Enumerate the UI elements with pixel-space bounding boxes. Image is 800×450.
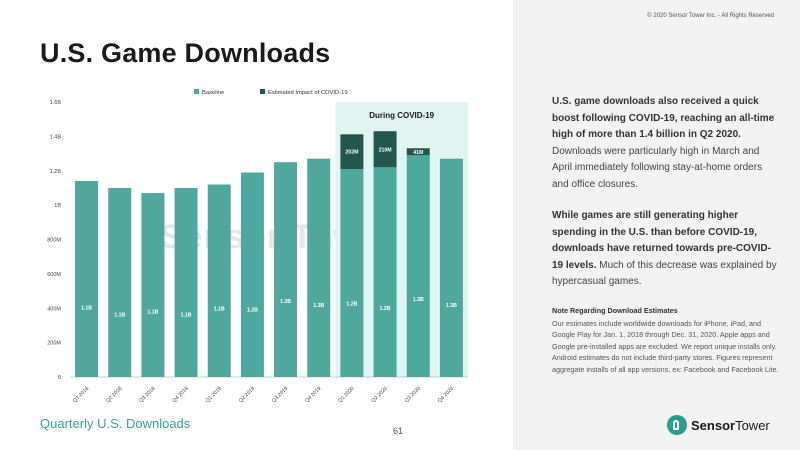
x-tick-label: Q2 2019 — [238, 386, 256, 404]
bar-covid-impact-label: 210M — [379, 147, 392, 153]
bar-covid-impact — [340, 134, 364, 170]
legend-label: Baseline — [202, 90, 224, 96]
y-tick-label: 400M — [47, 306, 61, 312]
x-tick-label: Q3 2018 — [138, 386, 156, 404]
bar-baseline — [207, 184, 231, 377]
bar-baseline-label: 1.2B — [346, 301, 357, 307]
y-tick-label: 0 — [58, 375, 61, 381]
x-tick-label: Q2 2020 — [370, 386, 388, 404]
x-tick-label: Q1 2019 — [205, 386, 223, 404]
bar-baseline-label: 1.1B — [214, 306, 225, 312]
bar-baseline — [75, 181, 99, 377]
commentary-panel — [513, 0, 800, 450]
bar-baseline-label: 1.3B — [313, 303, 324, 309]
bar-baseline — [274, 162, 298, 377]
downloads-chart: During COVID-19 0 200M 400M 600M 800M 1B 1.2B 1.… — [47, 89, 468, 404]
bar-covid-impact-label: 202M — [345, 150, 358, 156]
x-tick-label: Q2 2018 — [105, 386, 123, 404]
x-tick-label: Q4 2019 — [304, 386, 322, 404]
paragraph-2: While games are still generating higher … — [552, 208, 780, 291]
x-tick-label: Q1 2018 — [72, 386, 90, 404]
y-tick-label: 600M — [47, 272, 61, 278]
legend-swatch — [260, 89, 265, 94]
bar-covid-impact-label: 41M — [413, 150, 423, 156]
bar-baseline — [141, 193, 165, 377]
y-tick-label: 1.2B — [50, 169, 62, 175]
legend-label: Estimated Impact of COVID-19 — [268, 90, 348, 96]
y-tick-label: 1B — [54, 203, 61, 209]
covid-highlight-label: During COVID-19 — [369, 111, 434, 120]
bar-baseline-label: 1.1B — [81, 305, 92, 311]
bar-baseline — [406, 155, 430, 377]
legend-swatch — [194, 89, 199, 94]
sensor-tower-logo: SensorTower — [667, 413, 770, 437]
bar-baseline-label: 1.3B — [413, 297, 424, 303]
bar-baseline — [373, 167, 397, 377]
y-tick-label: 1.4B — [50, 134, 62, 140]
paragraph-2-highlight: While games are still generating higher … — [552, 210, 771, 271]
note-title: Note Regarding Download Estimates — [552, 306, 678, 315]
bar-baseline — [174, 187, 198, 377]
page-number: 61 — [393, 426, 404, 436]
x-tick-label: Q3 2019 — [271, 386, 289, 404]
copyright-text: © 2020 Sensor Tower Inc. - All Rights Re… — [647, 13, 774, 19]
y-tick-label: 200M — [47, 341, 61, 347]
bar-baseline-label: 1.3B — [280, 299, 291, 305]
x-tick-label: Q3 2020 — [404, 386, 422, 404]
bar-baseline — [307, 158, 331, 377]
bar-baseline-label: 1.2B — [247, 308, 258, 314]
paragraph-1: U.S. game downloads also received a quic… — [552, 94, 780, 193]
footer-label: Quarterly U.S. Downloads — [40, 416, 191, 431]
x-tick-label: Q4 2018 — [171, 386, 189, 404]
bar-covid-impact — [406, 148, 430, 156]
paragraph-1-highlight: U.S. game downloads also received a quic… — [552, 96, 775, 140]
page-title: U.S. Game Downloads — [40, 38, 331, 68]
commentary-text: U.S. game downloads also received a quic… — [552, 94, 780, 306]
bar-baseline — [439, 158, 463, 377]
y-tick-label: 1.6B — [50, 100, 62, 106]
bar-baseline-label: 1.1B — [114, 313, 125, 319]
bar-covid-impact — [373, 131, 397, 168]
sensor-tower-logo-icon — [667, 415, 687, 435]
bar-baseline-label: 1.1B — [181, 313, 192, 319]
x-tick-label: Q1 2020 — [337, 386, 355, 404]
bar-baseline — [340, 169, 364, 377]
bar-baseline-label: 1.2B — [380, 306, 391, 312]
logo-wordmark: SensorTower — [691, 417, 770, 433]
download-estimates-note: Note Regarding Download Estimates Our es… — [552, 305, 784, 376]
y-tick-label: 800M — [47, 238, 61, 244]
note-body: Our estimates include worldwide download… — [552, 318, 779, 374]
x-tick-label: Q4 2020 — [437, 386, 455, 404]
paragraph-1-body: Downloads were particularly high in Marc… — [552, 145, 763, 190]
bar-baseline-label: 1.1B — [147, 309, 158, 315]
bar-baseline — [108, 187, 132, 377]
bar-baseline-label: 1.3B — [446, 303, 457, 309]
paragraph-2-body: Much of this decrease was explained by h… — [552, 259, 777, 288]
bar-baseline — [240, 172, 264, 377]
